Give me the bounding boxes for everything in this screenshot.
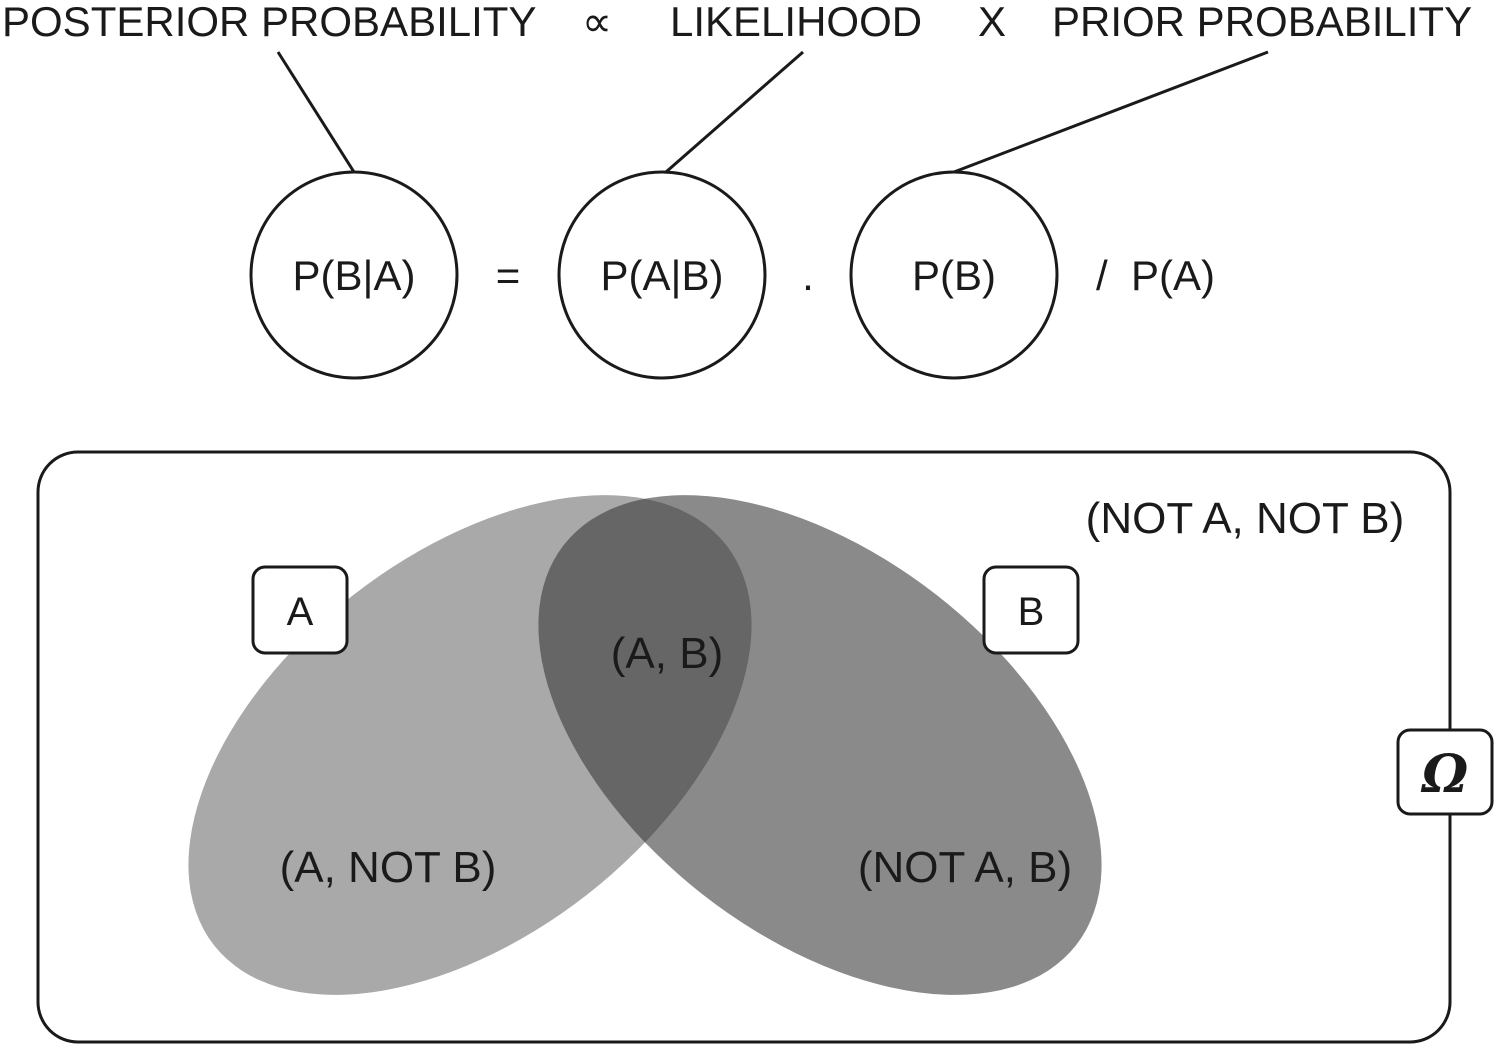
set-b-label-box — [982, 565, 1080, 655]
times-symbol: X — [978, 0, 1006, 45]
posterior-circle — [249, 170, 459, 380]
prior-term: P(B) — [912, 252, 996, 299]
divisor-term: / P(A) — [1096, 252, 1215, 299]
posterior-term: P(B|A) — [293, 252, 416, 299]
region-not-a-not-b: (NOT A, NOT B) — [1086, 494, 1405, 543]
posterior-probability-heading: POSTERIOR PROBABILITY — [2, 0, 536, 45]
likelihood-term: P(A|B) — [601, 252, 724, 299]
universe-label-box — [1396, 728, 1494, 816]
prior-connector — [953, 50, 1269, 174]
likelihood-heading: LIKELIHOOD — [670, 0, 922, 45]
likelihood-connector — [665, 50, 804, 174]
posterior-connector — [276, 51, 356, 173]
omega-symbol: Ω — [1420, 744, 1468, 805]
proportional-symbol: ∝ — [582, 0, 612, 45]
dot-operator: . — [802, 252, 814, 299]
region-a-and-b: (A, B) — [611, 629, 723, 678]
region-a-not-b: (A, NOT B) — [280, 843, 497, 892]
set-a-label-box — [251, 565, 349, 655]
set-a-label: A — [287, 590, 314, 634]
prior-probability-heading: PRIOR PROBABILITY — [1052, 0, 1472, 45]
equals-sign: = — [496, 252, 521, 299]
likelihood-circle — [557, 170, 767, 380]
region-not-a-b: (NOT A, B) — [858, 843, 1072, 892]
set-b-label: B — [1018, 590, 1045, 634]
prior-circle — [849, 170, 1059, 380]
